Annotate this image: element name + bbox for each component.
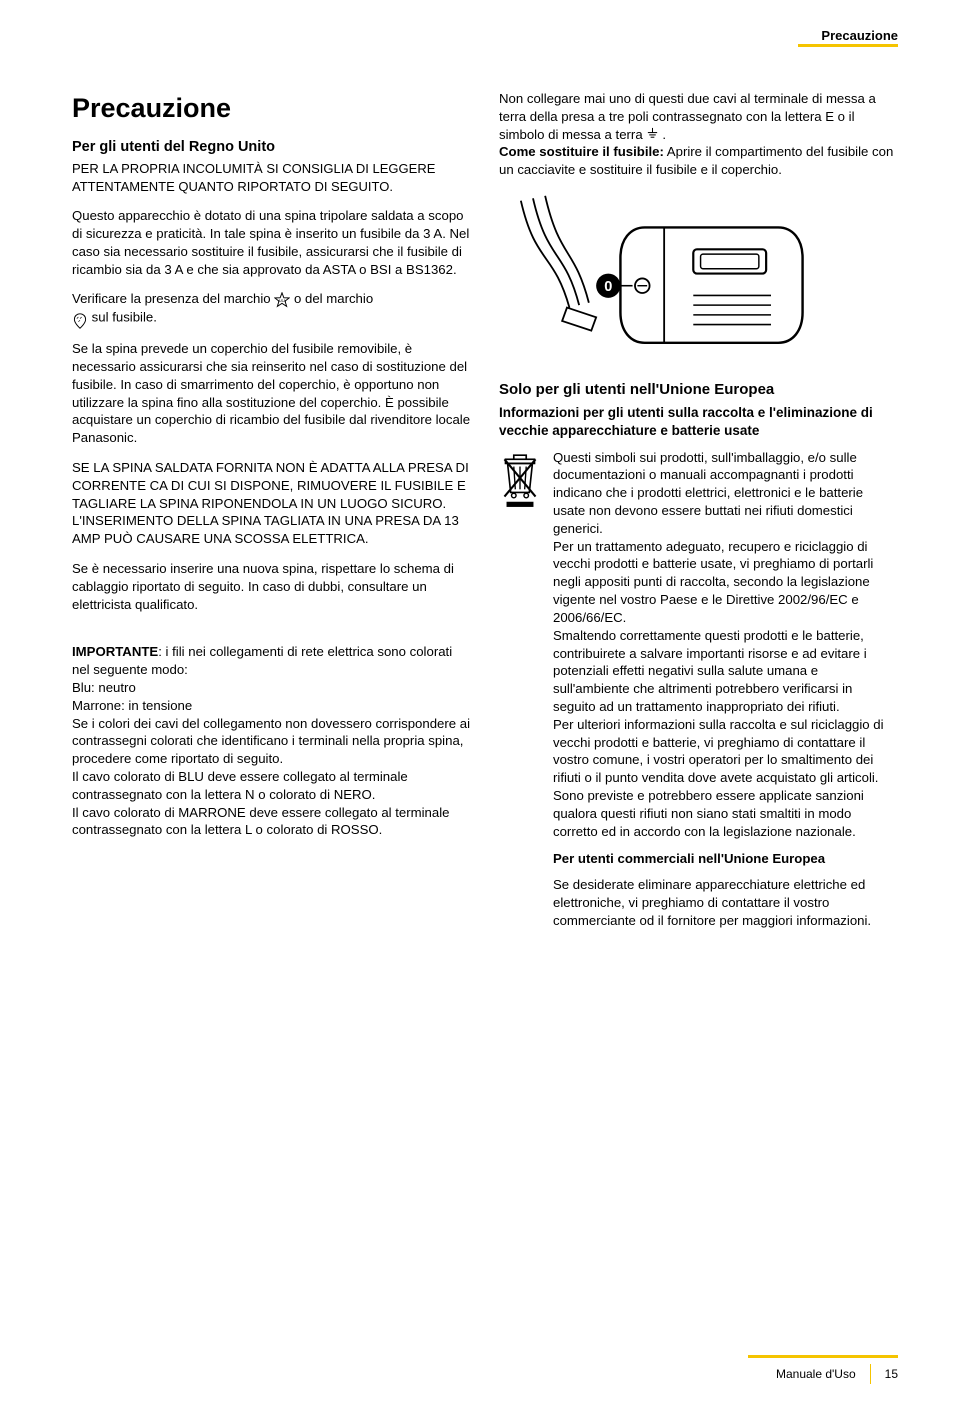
left-para-5-label: IMPORTANTE	[72, 644, 158, 659]
earth-symbol-icon	[646, 127, 662, 143]
left-para-5-body: : i fili nei collegamenti di rete elettr…	[72, 644, 470, 837]
eu-section-title: Solo per gli utenti nell'Unione Europea	[499, 380, 898, 400]
header-section-label: Precauzione	[821, 28, 898, 43]
header-accent-bar	[798, 44, 898, 47]
right-p1-c: Come sostituire il fusibile:	[499, 144, 664, 159]
right-para-1: Non collegare mai uno di questi due cavi…	[499, 90, 898, 179]
uk-caps-warning: PER LA PROPRIA INCOLUMITÀ SI CONSIGLIA D…	[72, 160, 471, 195]
verify-text-b: o del marchio	[294, 291, 373, 306]
uk-subheading: Per gli utenti del Regno Unito	[72, 138, 471, 158]
footer-page-number: 15	[885, 1367, 898, 1381]
left-para-3: SE LA SPINA SALDATA FORNITA NON È ADATTA…	[72, 459, 471, 548]
asta-mark-icon: ASA	[274, 292, 290, 308]
bsi-mark-icon	[72, 312, 88, 328]
left-para-4: Se è necessario inserire una nuova spina…	[72, 560, 471, 613]
verify-text-a: Verificare la presenza del marchio	[72, 291, 274, 306]
footer-divider	[870, 1364, 871, 1384]
right-p1-a: Non collegare mai uno di questi due cavi…	[499, 91, 876, 142]
right-p1-b: .	[662, 127, 666, 142]
eu-body-text: Questi simboli sui prodotti, sull'imball…	[553, 449, 898, 841]
svg-text:0: 0	[604, 279, 612, 295]
footer: Manuale d'Uso 15	[776, 1364, 898, 1384]
left-verify-line: Verificare la presenza del marchio ASA o…	[72, 290, 471, 328]
page-title: Precauzione	[72, 90, 471, 126]
weee-bin-icon	[499, 451, 541, 514]
footer-manual-label: Manuale d'Uso	[776, 1367, 856, 1381]
svg-text:ASA: ASA	[278, 298, 286, 303]
left-para-5: IMPORTANTE: i fili nei collegamenti di r…	[72, 626, 471, 840]
eu-commercial-body: Se desiderate eliminare apparecchiature …	[553, 876, 898, 929]
eu-commercial-title: Per utenti commerciali nell'Unione Europ…	[553, 850, 898, 868]
main-content: Precauzione Per gli utenti del Regno Uni…	[72, 90, 898, 930]
plug-diagram: 0	[499, 191, 898, 366]
footer-accent-bar	[748, 1355, 898, 1358]
eu-sub-bold: Informazioni per gli utenti sulla raccol…	[499, 404, 898, 440]
left-para-1: Questo apparecchio è dotato di una spina…	[72, 207, 471, 278]
right-column: Non collegare mai uno di questi due cavi…	[499, 90, 898, 930]
eu-commercial-block: Per utenti commerciali nell'Unione Europ…	[553, 850, 898, 929]
left-para-2: Se la spina prevede un coperchio del fus…	[72, 340, 471, 447]
verify-text-c: sul fusibile.	[92, 310, 157, 325]
left-column: Precauzione Per gli utenti del Regno Uni…	[72, 90, 471, 930]
weee-block: Questi simboli sui prodotti, sull'imball…	[499, 449, 898, 841]
